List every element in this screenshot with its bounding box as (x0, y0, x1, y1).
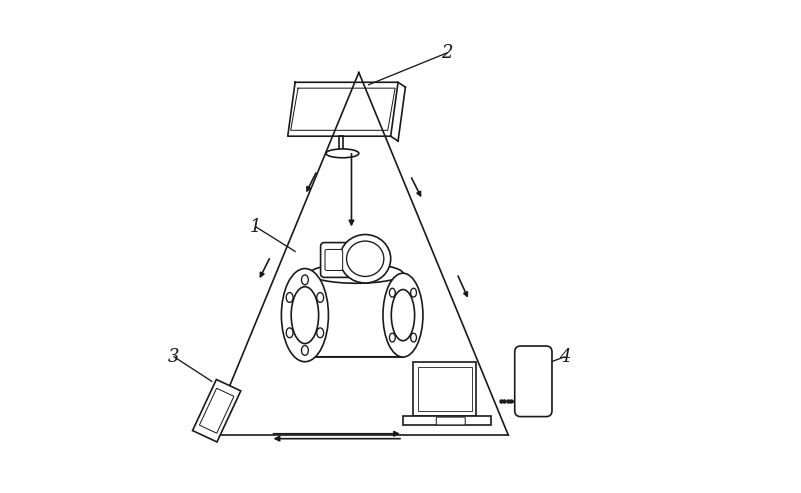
Ellipse shape (411, 288, 417, 297)
Ellipse shape (326, 149, 359, 158)
Ellipse shape (281, 269, 328, 362)
Text: 3: 3 (168, 348, 179, 366)
FancyBboxPatch shape (325, 249, 343, 271)
Text: 4: 4 (559, 348, 570, 366)
FancyBboxPatch shape (339, 136, 343, 151)
Ellipse shape (292, 287, 319, 344)
Polygon shape (352, 245, 360, 274)
Text: 1: 1 (250, 218, 262, 236)
Ellipse shape (347, 241, 384, 277)
Polygon shape (403, 416, 491, 425)
Ellipse shape (316, 328, 324, 338)
FancyBboxPatch shape (515, 346, 552, 417)
Polygon shape (199, 388, 234, 433)
Ellipse shape (411, 333, 417, 342)
Ellipse shape (310, 264, 403, 283)
Ellipse shape (340, 235, 391, 283)
Ellipse shape (301, 346, 308, 355)
Polygon shape (417, 367, 472, 411)
Ellipse shape (389, 288, 395, 297)
FancyBboxPatch shape (437, 417, 465, 425)
Ellipse shape (383, 273, 423, 357)
Ellipse shape (391, 289, 415, 341)
Polygon shape (413, 362, 477, 416)
Ellipse shape (316, 292, 324, 302)
FancyBboxPatch shape (310, 274, 403, 357)
FancyBboxPatch shape (320, 243, 360, 278)
Text: 2: 2 (441, 44, 453, 62)
Ellipse shape (301, 275, 308, 285)
Polygon shape (192, 380, 241, 442)
Ellipse shape (286, 328, 293, 338)
Ellipse shape (389, 333, 395, 342)
Ellipse shape (286, 292, 293, 302)
